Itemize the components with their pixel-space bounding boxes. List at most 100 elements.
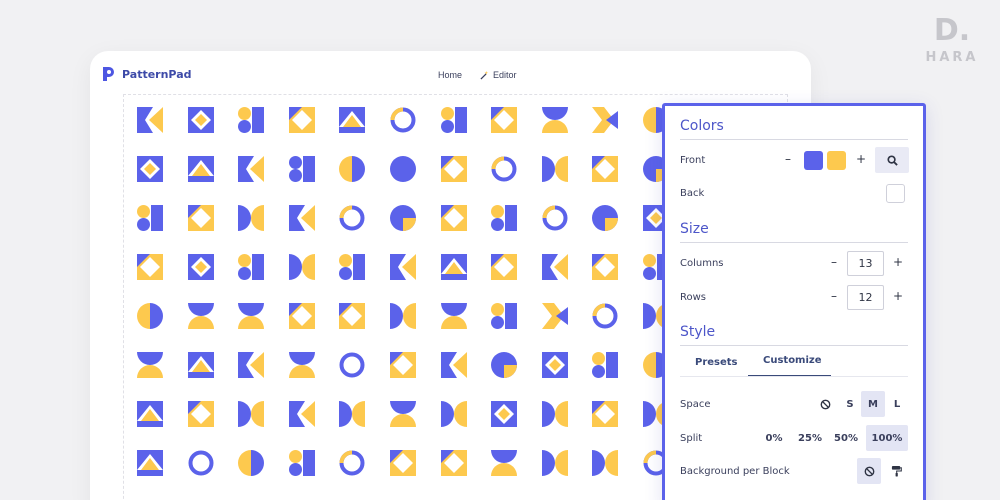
pattern-block-chevron-left[interactable] [238,352,265,378]
rows-input[interactable]: 12 [847,285,884,310]
pattern-block-diamond-cutout-yellow[interactable] [440,450,467,476]
pattern-block-circles-square[interactable] [238,254,265,280]
pattern-block-bowtie[interactable] [541,450,568,476]
rows-increment-button[interactable]: + [893,289,904,303]
logo[interactable]: PatternPad [100,65,192,83]
pattern-block-diamond-cutout-yellow[interactable] [137,254,163,280]
pattern-block-triangle-house[interactable] [137,450,163,476]
pattern-block-diamond-cutout[interactable] [491,401,518,427]
pattern-block-circles-square[interactable] [440,107,467,133]
pattern-block-diamond-cutout-yellow[interactable] [390,450,416,476]
background-none-button[interactable] [857,458,881,484]
back-color-swatch[interactable] [886,184,905,203]
pattern-block-circles-square[interactable] [137,205,163,231]
pattern-block-circle-square-half[interactable] [288,156,315,182]
pattern-block-circle-quarter[interactable] [491,352,518,378]
pattern-block-diamond-cutout-yellow[interactable] [440,156,467,182]
pattern-block-circles-square[interactable] [339,254,366,280]
pattern-block-diamond-cutout[interactable] [187,107,214,133]
pattern-block-diamond-cutout[interactable] [137,156,163,182]
pattern-block-diamond-cutout-yellow[interactable] [187,401,214,427]
pattern-block-hourglass[interactable] [541,107,568,133]
pattern-block-bowtie[interactable] [390,303,416,329]
pattern-block-triangle-house[interactable] [440,254,467,280]
pattern-block-half-circle[interactable] [238,450,265,476]
pattern-block-ring-half[interactable] [542,205,568,231]
pattern-block-diamond-cutout-yellow[interactable] [288,303,315,329]
pattern-block-hourglass[interactable] [390,401,416,427]
pattern-block-chevron-left[interactable] [390,254,416,280]
rows-decrement-button[interactable]: – [831,289,837,303]
pattern-block-hourglass[interactable] [440,303,467,329]
pattern-block-circles-square[interactable] [238,107,265,133]
pattern-block-diamond-cutout-yellow[interactable] [440,205,467,231]
pattern-block-bowtie[interactable] [238,401,265,427]
pattern-block-circles-square[interactable] [491,205,518,231]
pattern-block-bowtie[interactable] [541,401,568,427]
pattern-block-chevron-yellow[interactable] [541,303,568,329]
pattern-block-circles-square[interactable] [491,303,518,329]
split-option-25[interactable]: 25% [798,432,822,444]
nav-editor[interactable]: Editor [480,70,517,80]
pattern-block-chevron-left[interactable] [541,254,568,280]
pattern-block-diamond-cutout-yellow[interactable] [390,352,416,378]
pattern-block-hourglass[interactable] [187,303,214,329]
pattern-block-bowtie[interactable] [440,401,467,427]
space-none-button[interactable] [813,391,837,417]
pattern-block-diamond-cutout-yellow[interactable] [592,401,619,427]
pattern-block-diamond-cutout-yellow[interactable] [592,254,619,280]
pattern-block-ring-half[interactable] [491,156,517,182]
pattern-block-triangle-house[interactable] [339,107,366,133]
columns-decrement-button[interactable]: – [831,255,837,269]
pattern-block-bowtie[interactable] [288,254,315,280]
pattern-block-diamond-cutout[interactable] [541,352,568,378]
pattern-block-diamond-cutout-yellow[interactable] [288,107,315,133]
pattern-block-triangle-house[interactable] [137,401,163,427]
pattern-block-ring-half[interactable] [592,303,618,329]
space-option-m[interactable]: M [861,391,885,417]
pattern-block-chevron-left[interactable] [137,107,163,133]
tab-presets[interactable]: Presets [695,357,738,368]
pattern-block-bowtie[interactable] [238,205,265,231]
pattern-block-circle-halves[interactable] [339,156,366,182]
split-option-50[interactable]: 50% [834,432,858,444]
pattern-block-hourglass[interactable] [288,352,315,378]
pattern-block-chevron-yellow[interactable] [592,107,619,133]
space-option-l[interactable]: L [893,398,901,410]
pattern-block-diamond-cutout-yellow[interactable] [491,254,518,280]
background-paint-button[interactable] [884,458,908,484]
pattern-block-triangle-house[interactable] [187,156,214,182]
front-add-color-button[interactable]: + [856,152,867,166]
pattern-block-circle-halves[interactable] [137,303,163,329]
pattern-block-ring-half[interactable] [390,107,416,133]
pattern-block-hourglass[interactable] [137,352,163,378]
pattern-block-ring-half[interactable] [339,205,365,231]
pattern-block-hourglass[interactable] [491,450,518,476]
pattern-block-circles-square[interactable] [592,352,619,378]
pattern-block-chevron-left[interactable] [238,156,265,182]
pattern-block-ring-half[interactable] [339,450,365,476]
split-option-0[interactable]: 0% [765,432,783,444]
pattern-block-diamond-cutout-yellow[interactable] [339,303,366,329]
pattern-block-triangle-house[interactable] [187,352,214,378]
pattern-block-bowtie[interactable] [339,401,366,427]
pattern-block-hourglass[interactable] [238,303,265,329]
pattern-block-circle-quarter[interactable] [390,205,416,231]
pattern-block-circles-square[interactable] [288,450,315,476]
columns-increment-button[interactable]: + [893,255,904,269]
pattern-block-diamond-cutout-yellow[interactable] [187,205,214,231]
pattern-block-chevron-left[interactable] [288,401,315,427]
tab-customize[interactable]: Customize [763,355,822,366]
pattern-block-bowtie[interactable] [541,156,568,182]
pattern-block-circle-quarter[interactable] [592,205,619,231]
split-option-100[interactable]: 100% [866,425,908,451]
columns-input[interactable]: 13 [847,251,884,276]
space-option-s[interactable]: S [846,398,854,410]
pattern-block-circle[interactable] [390,156,416,182]
pattern-block-ring[interactable] [188,450,214,476]
pattern-block-diamond-cutout-yellow[interactable] [491,107,518,133]
front-color-swatch-1[interactable] [804,151,823,170]
nav-home[interactable]: Home [438,70,462,80]
pattern-block-diamond-cutout-yellow[interactable] [592,156,619,182]
pattern-block-chevron-left[interactable] [288,205,315,231]
